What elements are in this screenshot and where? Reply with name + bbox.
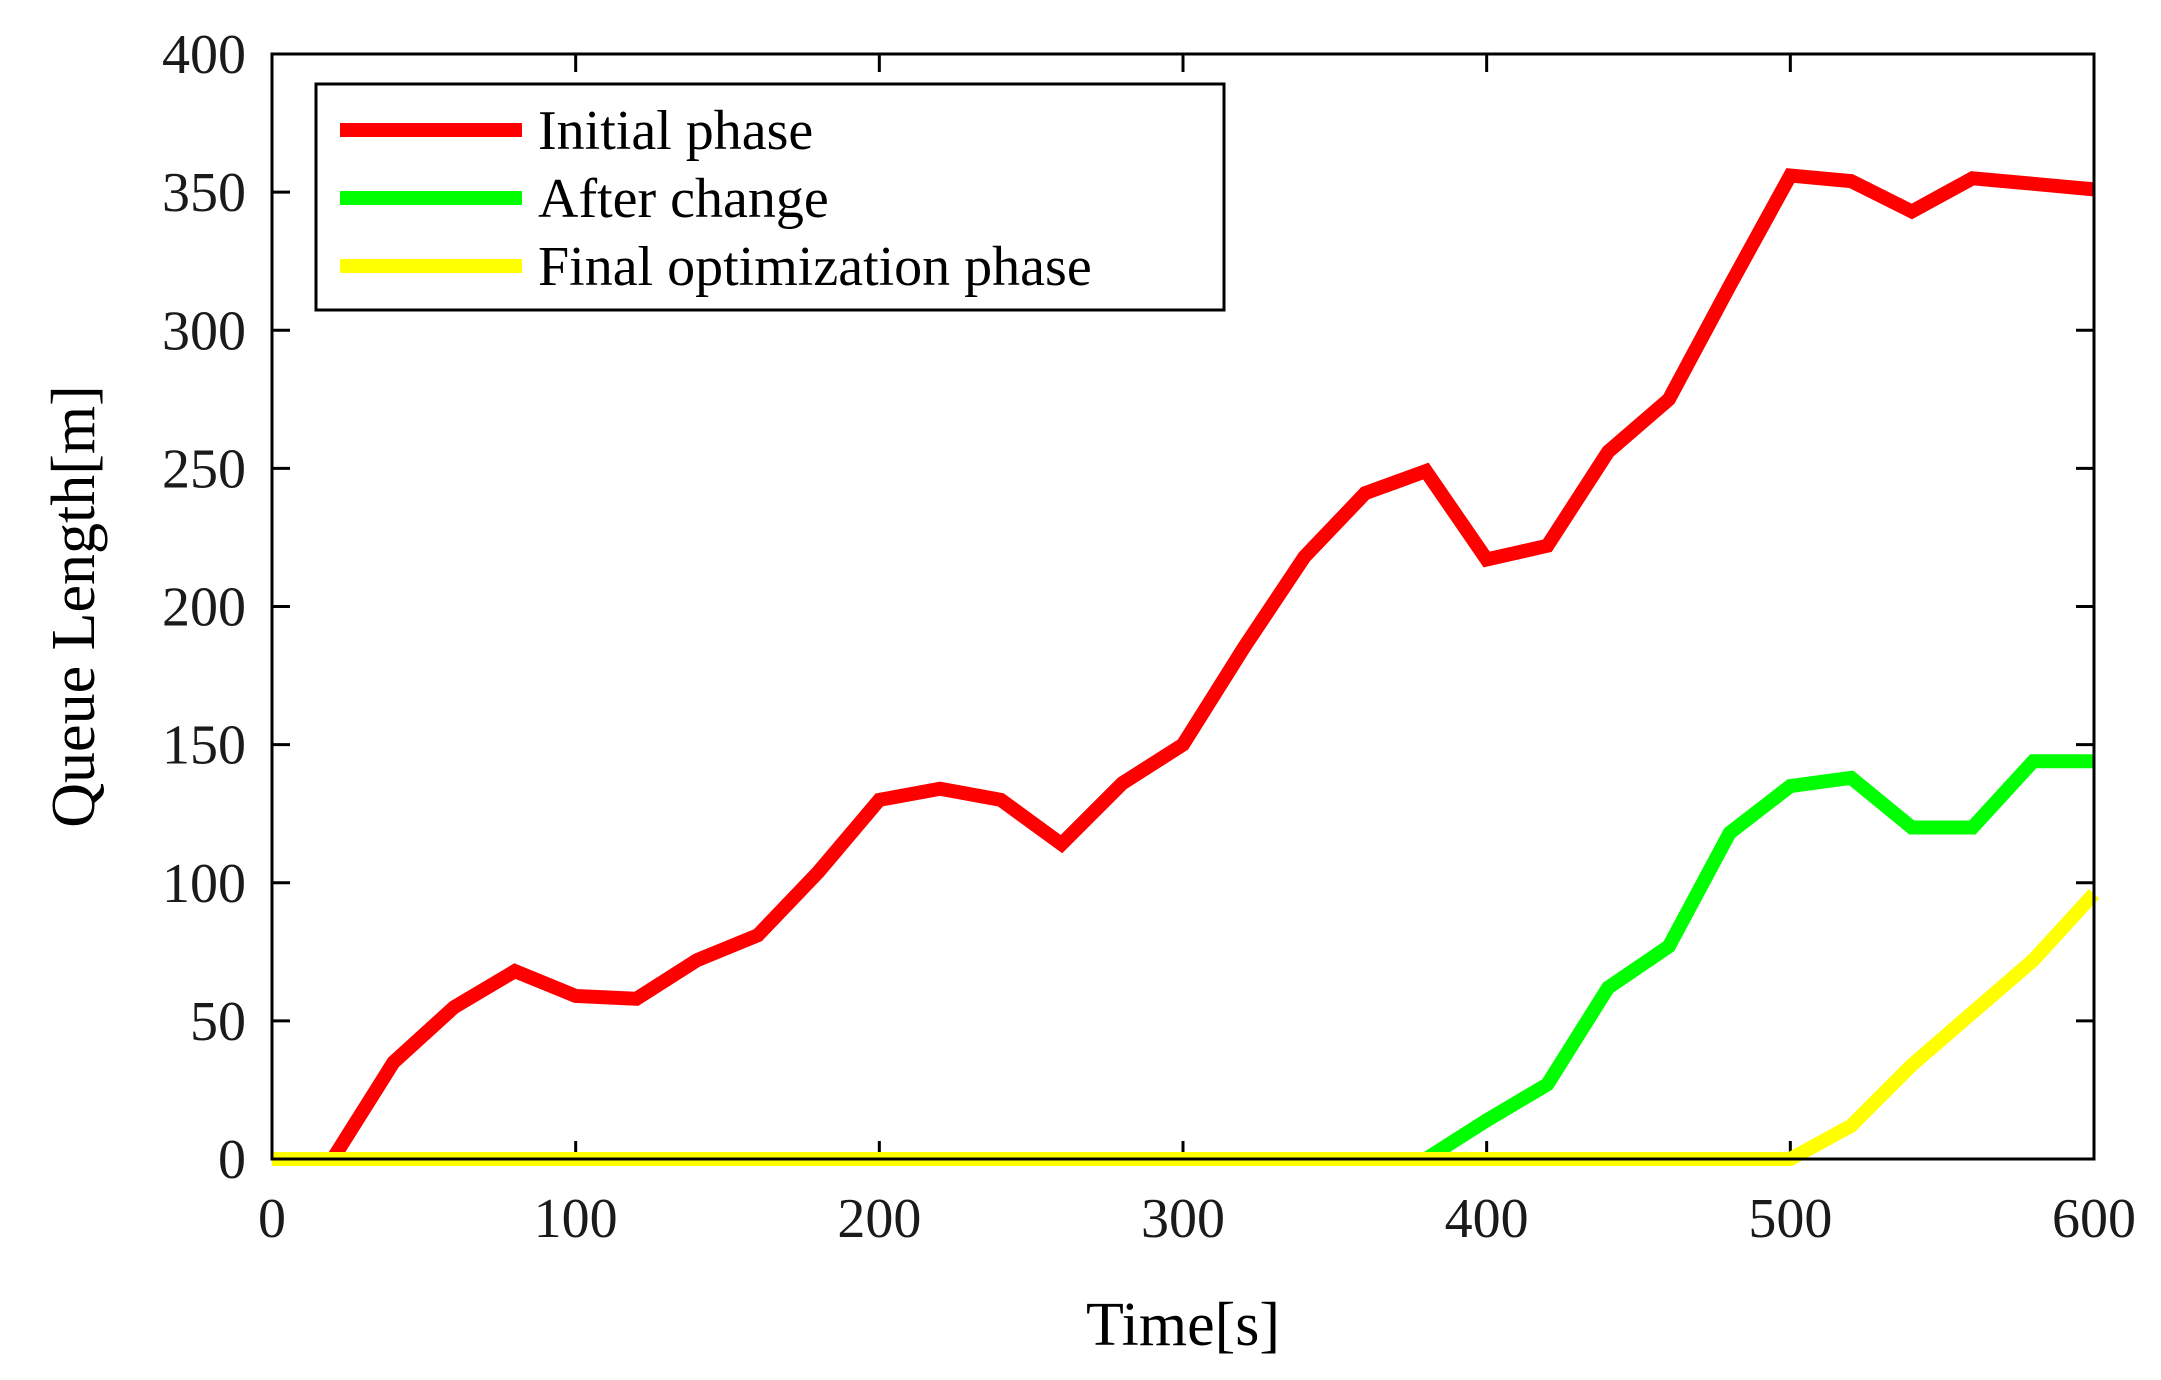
series-line-1 xyxy=(272,168,2095,1166)
series-line-2 xyxy=(272,754,2094,1166)
x-tick-label: 400 xyxy=(1445,1188,1529,1250)
x-tick-label: 600 xyxy=(2052,1188,2136,1250)
x-tick-label: 500 xyxy=(1748,1188,1832,1250)
y-tick-label: 150 xyxy=(162,715,246,777)
x-tick-label: 200 xyxy=(837,1188,921,1250)
x-tick-label: 0 xyxy=(258,1188,286,1250)
y-tick-label: 400 xyxy=(162,24,246,86)
legend-label: Initial phase xyxy=(538,100,813,162)
legend-label: Final optimization phase xyxy=(538,236,1092,298)
y-tick-label: 0 xyxy=(218,1129,246,1191)
plot-frame xyxy=(270,52,2096,1161)
legend-label: After change xyxy=(538,168,829,230)
y-tick-label: 250 xyxy=(162,438,246,500)
tick-labels: 0 100 200 300 400 500 600 0 50 100 150 200 250 300 350… xyxy=(162,24,2136,1250)
y-tick-label: 100 xyxy=(162,853,246,915)
y-tick-label: 50 xyxy=(190,991,246,1053)
x-tick-label: 300 xyxy=(1141,1188,1225,1250)
y-tick-label: 350 xyxy=(162,162,246,224)
x-tick-label: 100 xyxy=(534,1188,618,1250)
x-axis-title: Time[s] xyxy=(1086,1291,1280,1359)
y-tick-label: 200 xyxy=(162,577,246,639)
y-tick-label: 300 xyxy=(162,300,246,362)
y-axis-title: Queue Length[m] xyxy=(40,385,108,827)
